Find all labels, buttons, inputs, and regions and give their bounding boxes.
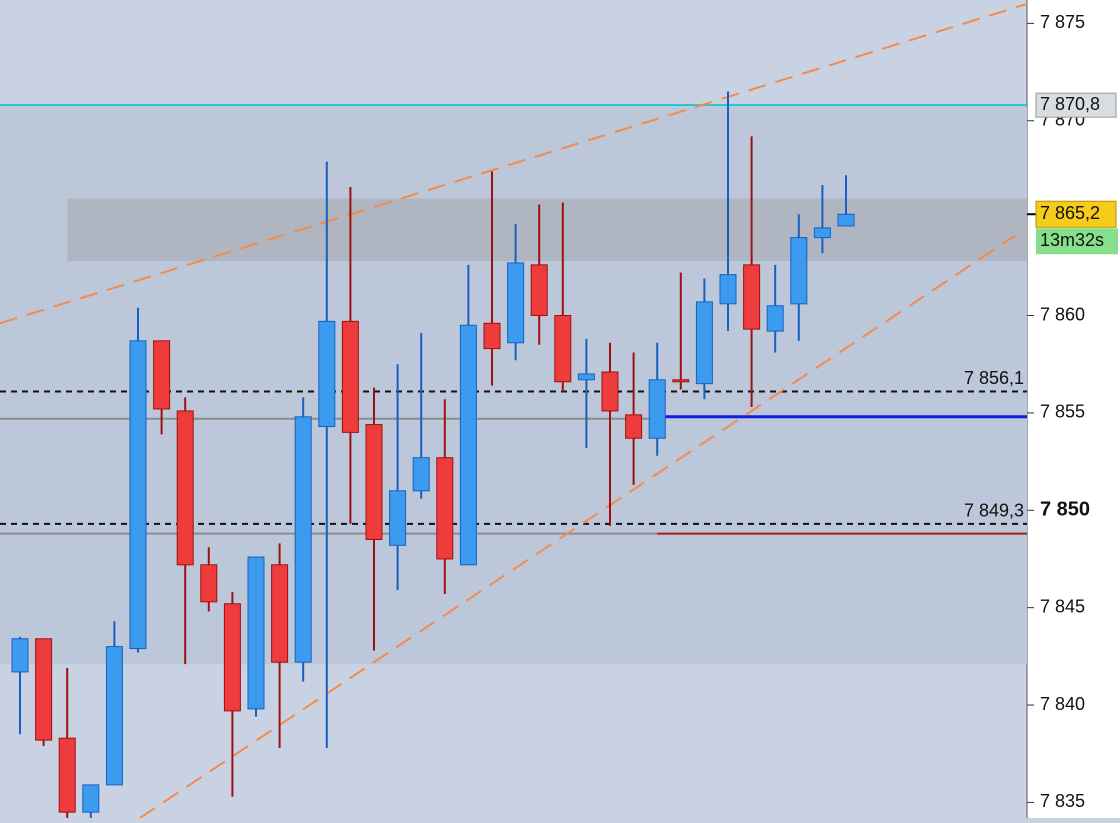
candle-body <box>365 424 383 540</box>
candle-body <box>247 556 265 710</box>
candle-body <box>601 371 619 412</box>
candle-body <box>625 414 643 439</box>
candle-body <box>35 638 53 741</box>
candle-body <box>11 638 29 673</box>
y-tick-label: 7 840 <box>1040 694 1085 714</box>
y-tick-label: 7 860 <box>1040 304 1085 324</box>
y-tick-label: 7 855 <box>1040 402 1085 422</box>
candle-body <box>648 379 666 439</box>
candle-body <box>837 213 855 227</box>
y-tick-label: 7 835 <box>1040 791 1085 811</box>
candle-body <box>176 410 194 566</box>
candle-body <box>577 373 595 381</box>
candle-body <box>82 784 100 813</box>
candle-body <box>341 320 359 433</box>
candle-body <box>153 340 171 410</box>
level-axis-label: 7 870,8 <box>1040 94 1100 114</box>
candle-body <box>58 737 76 813</box>
timer-box <box>1036 228 1118 255</box>
last-price-label: 7 865,2 <box>1040 203 1100 223</box>
level-axis-box <box>1035 92 1117 118</box>
candle-body <box>389 490 407 546</box>
candle-body <box>223 603 241 712</box>
level-label: 7 849,3 <box>964 501 1024 521</box>
candle-body <box>507 262 525 344</box>
candle-body <box>719 274 737 305</box>
trendline <box>0 2 1028 325</box>
candle-body <box>483 322 501 350</box>
candle-body <box>766 305 784 332</box>
level-label: 7 856,1 <box>964 368 1024 388</box>
candle-body <box>672 379 690 383</box>
candle-body <box>105 646 123 786</box>
candle-body <box>200 564 218 603</box>
candle-body <box>790 237 808 305</box>
trendline <box>139 234 1016 819</box>
y-tick-label: 7 875 <box>1040 12 1085 32</box>
plot: 7 856,1 7 849,3 <box>0 2 1028 819</box>
y-tick-label: 7 850 <box>1040 499 1090 521</box>
candle-body <box>271 564 289 663</box>
candle-body <box>459 324 477 566</box>
candle-body <box>813 227 831 239</box>
candle-body <box>554 315 572 383</box>
price-axis <box>1027 0 1120 818</box>
timer-label: 13m32s <box>1040 230 1104 250</box>
candle-body <box>530 264 548 317</box>
candle-body <box>412 457 430 492</box>
candle-body <box>743 264 761 330</box>
candle-body <box>129 340 147 650</box>
candle-body <box>436 457 454 560</box>
y-tick-label: 7 845 <box>1040 596 1085 616</box>
candle-body <box>695 301 713 385</box>
candle-body <box>318 320 336 428</box>
zone <box>67 198 1027 261</box>
candle-body <box>294 416 312 663</box>
last-price-box <box>1035 200 1117 228</box>
